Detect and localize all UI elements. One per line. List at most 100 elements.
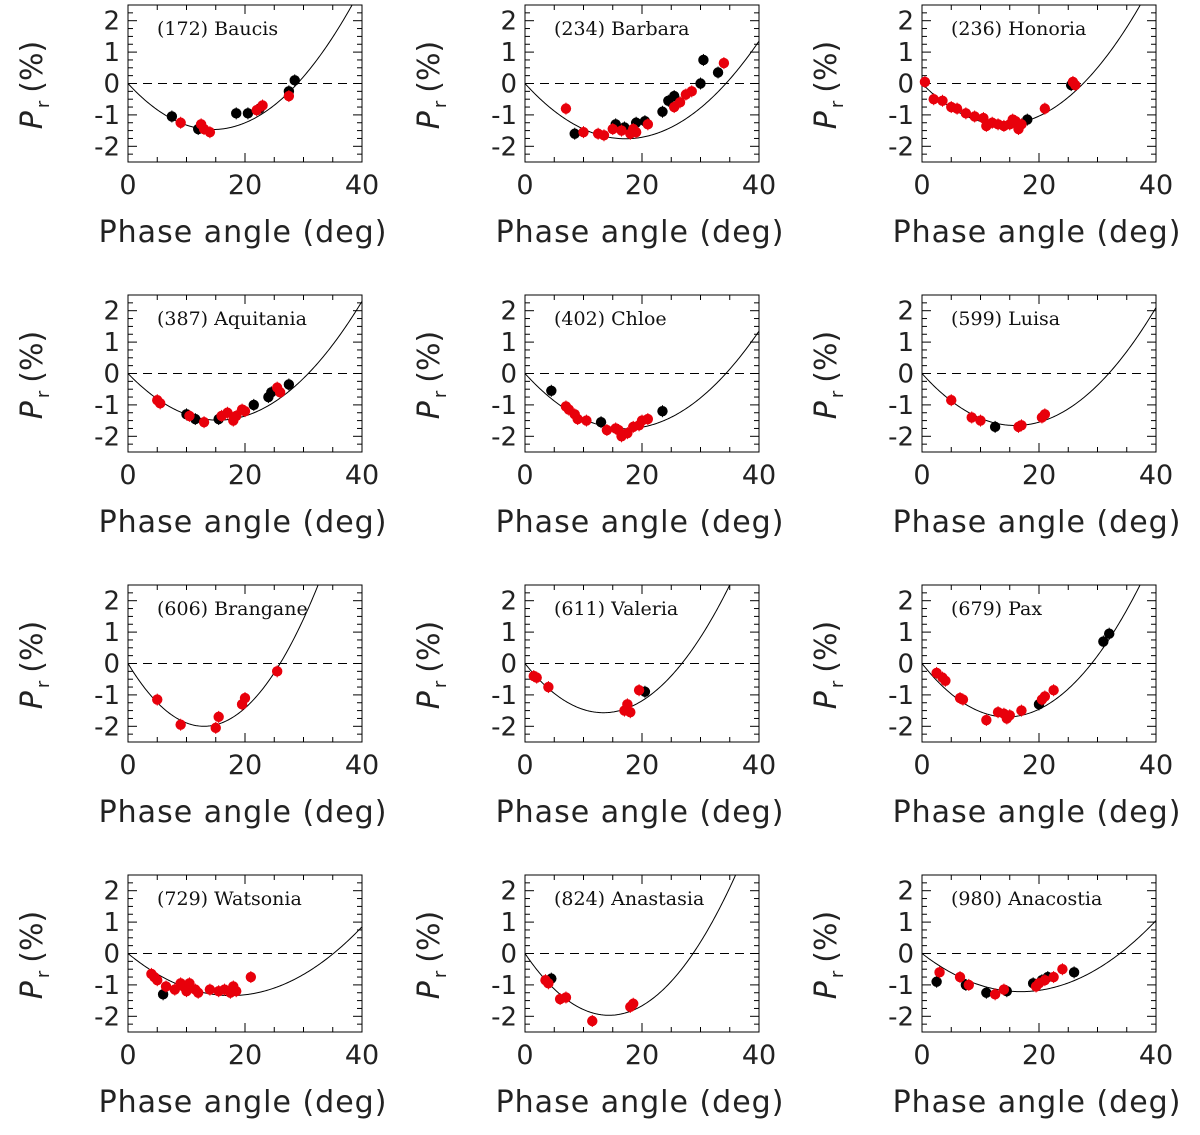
y-tick-label: 0 <box>897 650 914 680</box>
y-label-unit: (%) <box>809 621 844 673</box>
x-tick-label: 40 <box>742 1040 776 1071</box>
y-tick-label: 2 <box>500 297 517 327</box>
y-tick-label: 0 <box>500 650 517 680</box>
y-tick-label: -2 <box>94 422 120 452</box>
data-point-red <box>154 398 166 409</box>
data-point-red <box>607 123 618 135</box>
data-point-red <box>222 407 233 418</box>
y-tick-label: -2 <box>94 712 120 742</box>
data-point-red <box>1039 974 1051 986</box>
data-point-red <box>1016 119 1027 130</box>
y-tick-label: -2 <box>491 1002 517 1032</box>
data-point-black <box>283 379 295 390</box>
y-label-unit: (%) <box>412 621 447 673</box>
x-axis-label: Phase angle (deg) <box>893 215 1182 250</box>
y-label-subscript: r <box>827 100 848 108</box>
data-point-black <box>1104 628 1115 639</box>
panel-title: (172) Baucis <box>157 18 278 40</box>
data-point-red <box>257 100 268 111</box>
data-point-red <box>1048 971 1059 983</box>
y-tick-label: -1 <box>888 681 914 711</box>
fit-curve <box>525 330 759 430</box>
x-tick-label: 40 <box>1139 460 1173 491</box>
data-point-red <box>951 103 963 114</box>
y-tick-label: 2 <box>897 587 914 617</box>
x-tick-label: 0 <box>913 460 930 491</box>
x-axis-label: Phase angle (deg) <box>893 505 1182 540</box>
data-point-red <box>969 111 980 122</box>
data-point-red <box>686 86 697 97</box>
fit-curve <box>128 926 362 997</box>
y-axis-label: Pr (%) <box>412 911 451 999</box>
x-tick-label: 0 <box>516 1040 533 1071</box>
data-point-red <box>642 413 654 425</box>
data-point-red <box>239 692 251 704</box>
x-tick-label: 40 <box>1139 170 1173 201</box>
y-axis-label: Pr (%) <box>15 331 54 419</box>
y-tick-label: 0 <box>103 70 120 100</box>
x-tick-label: 0 <box>516 750 533 781</box>
data-point-black <box>698 54 709 66</box>
x-tick-label: 40 <box>742 170 776 201</box>
data-point-red <box>966 412 977 423</box>
y-label-subscript: r <box>33 100 54 108</box>
y-axis-label: Pr (%) <box>15 41 54 129</box>
y-label-subscript: r <box>430 100 451 108</box>
y-tick-label: 0 <box>103 360 120 390</box>
y-axis-label: Pr (%) <box>412 331 451 419</box>
data-point-red <box>193 987 204 998</box>
x-tick-label: 0 <box>913 1040 930 1071</box>
x-tick-label: 0 <box>913 170 930 201</box>
y-label-unit: (%) <box>412 331 447 383</box>
y-label-symbol: P <box>809 400 844 419</box>
x-axis-label: Phase angle (deg) <box>893 795 1182 830</box>
x-tick-label: 40 <box>345 170 379 201</box>
data-point-red <box>642 119 654 130</box>
y-tick-label: 2 <box>897 877 914 907</box>
y-tick-label: 1 <box>897 38 914 68</box>
data-point-red <box>1070 79 1081 91</box>
data-point-black <box>242 108 254 119</box>
x-axis-label: Phase angle (deg) <box>99 215 388 250</box>
data-point-black <box>657 106 668 117</box>
y-tick-label: 2 <box>103 7 120 37</box>
x-tick-label: 0 <box>516 460 533 491</box>
x-tick-label: 20 <box>625 460 659 491</box>
y-tick-label: 1 <box>897 908 914 938</box>
x-tick-label: 40 <box>345 1040 379 1071</box>
x-tick-label: 20 <box>625 750 659 781</box>
y-tick-label: -1 <box>888 971 914 1001</box>
y-tick-label: 0 <box>500 360 517 390</box>
y-tick-label: -2 <box>888 1002 914 1032</box>
data-point-red <box>1016 705 1027 716</box>
y-axis-label: Pr (%) <box>809 621 848 709</box>
x-tick-label: 20 <box>1022 1040 1056 1071</box>
fit-curve <box>525 875 737 1016</box>
panel-title: (236) Honoria <box>951 18 1086 40</box>
y-tick-label: 2 <box>897 297 914 327</box>
data-point-red <box>531 672 542 683</box>
data-point-red <box>630 126 642 138</box>
y-label-symbol: P <box>15 400 50 419</box>
y-tick-label: 1 <box>500 618 517 648</box>
data-point-red <box>998 984 1010 995</box>
y-tick-label: -2 <box>491 712 517 742</box>
x-tick-label: 20 <box>1022 170 1056 201</box>
data-point-black <box>166 111 178 122</box>
x-tick-label: 0 <box>913 750 930 781</box>
x-tick-label: 20 <box>625 170 659 201</box>
y-tick-label: 0 <box>897 940 914 970</box>
panel-title: (606) Brangane <box>157 598 308 620</box>
y-tick-label: 1 <box>103 38 120 68</box>
x-tick-label: 0 <box>119 460 136 491</box>
data-point-red <box>718 57 730 69</box>
y-tick-label: -1 <box>94 391 120 421</box>
x-axis-label: Phase angle (deg) <box>496 215 785 250</box>
data-point-red <box>578 126 589 138</box>
y-tick-label: -2 <box>491 132 517 162</box>
y-tick-label: 0 <box>897 360 914 390</box>
data-point-red <box>919 76 931 88</box>
